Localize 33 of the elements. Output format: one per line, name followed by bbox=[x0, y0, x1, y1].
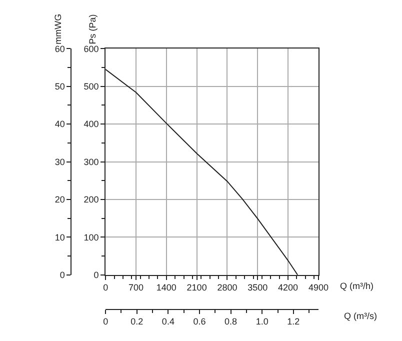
y-tick-label: 100 bbox=[84, 232, 99, 242]
x-tick-label: 0 bbox=[103, 282, 108, 293]
x2-tick-label: 0.8 bbox=[224, 316, 238, 327]
x-axis-title: Q (m³/h) bbox=[340, 281, 374, 291]
y2-axis-title: mmWG bbox=[52, 14, 63, 44]
x-tick-label: 700 bbox=[128, 282, 144, 293]
y2-tick-label: 30 bbox=[54, 156, 65, 167]
y-tick-label: 500 bbox=[84, 82, 99, 92]
y2-tick-label: 10 bbox=[54, 232, 65, 242]
y2-tick-label: 20 bbox=[54, 194, 65, 205]
x2-tick-label: 1.0 bbox=[256, 316, 268, 327]
x2-tick-label: 0.2 bbox=[130, 316, 144, 327]
y-axis-title: Ps (Pa) bbox=[88, 14, 98, 44]
x2-tick-label: 1.2 bbox=[287, 316, 300, 327]
x-tick-label: 2800 bbox=[217, 282, 238, 293]
y-tick-label: 300 bbox=[84, 156, 99, 167]
x-tick-label: 2100 bbox=[186, 282, 207, 293]
x-tick-label: 4900 bbox=[308, 282, 328, 293]
x2-axis-title: Q (m³/s) bbox=[344, 311, 377, 321]
x-tick-label: 1400 bbox=[156, 282, 176, 293]
y2-tick-label: 0 bbox=[60, 270, 65, 280]
x2-tick-label: 0.4 bbox=[162, 316, 174, 327]
y2-tick-label: 40 bbox=[54, 119, 65, 130]
y-tick-label: 600 bbox=[84, 44, 99, 54]
x2-tick-label: 0.6 bbox=[193, 316, 206, 327]
x2-tick-label: 0 bbox=[103, 316, 108, 327]
y2-tick-label: 50 bbox=[54, 82, 65, 92]
x-tick-label: 3500 bbox=[248, 282, 268, 293]
y-tick-label: 0 bbox=[94, 270, 99, 280]
y-tick-label: 400 bbox=[84, 119, 99, 130]
x-tick-label: 4200 bbox=[278, 282, 298, 293]
y-tick-label: 200 bbox=[84, 194, 99, 205]
y2-tick-label: 60 bbox=[54, 44, 65, 54]
